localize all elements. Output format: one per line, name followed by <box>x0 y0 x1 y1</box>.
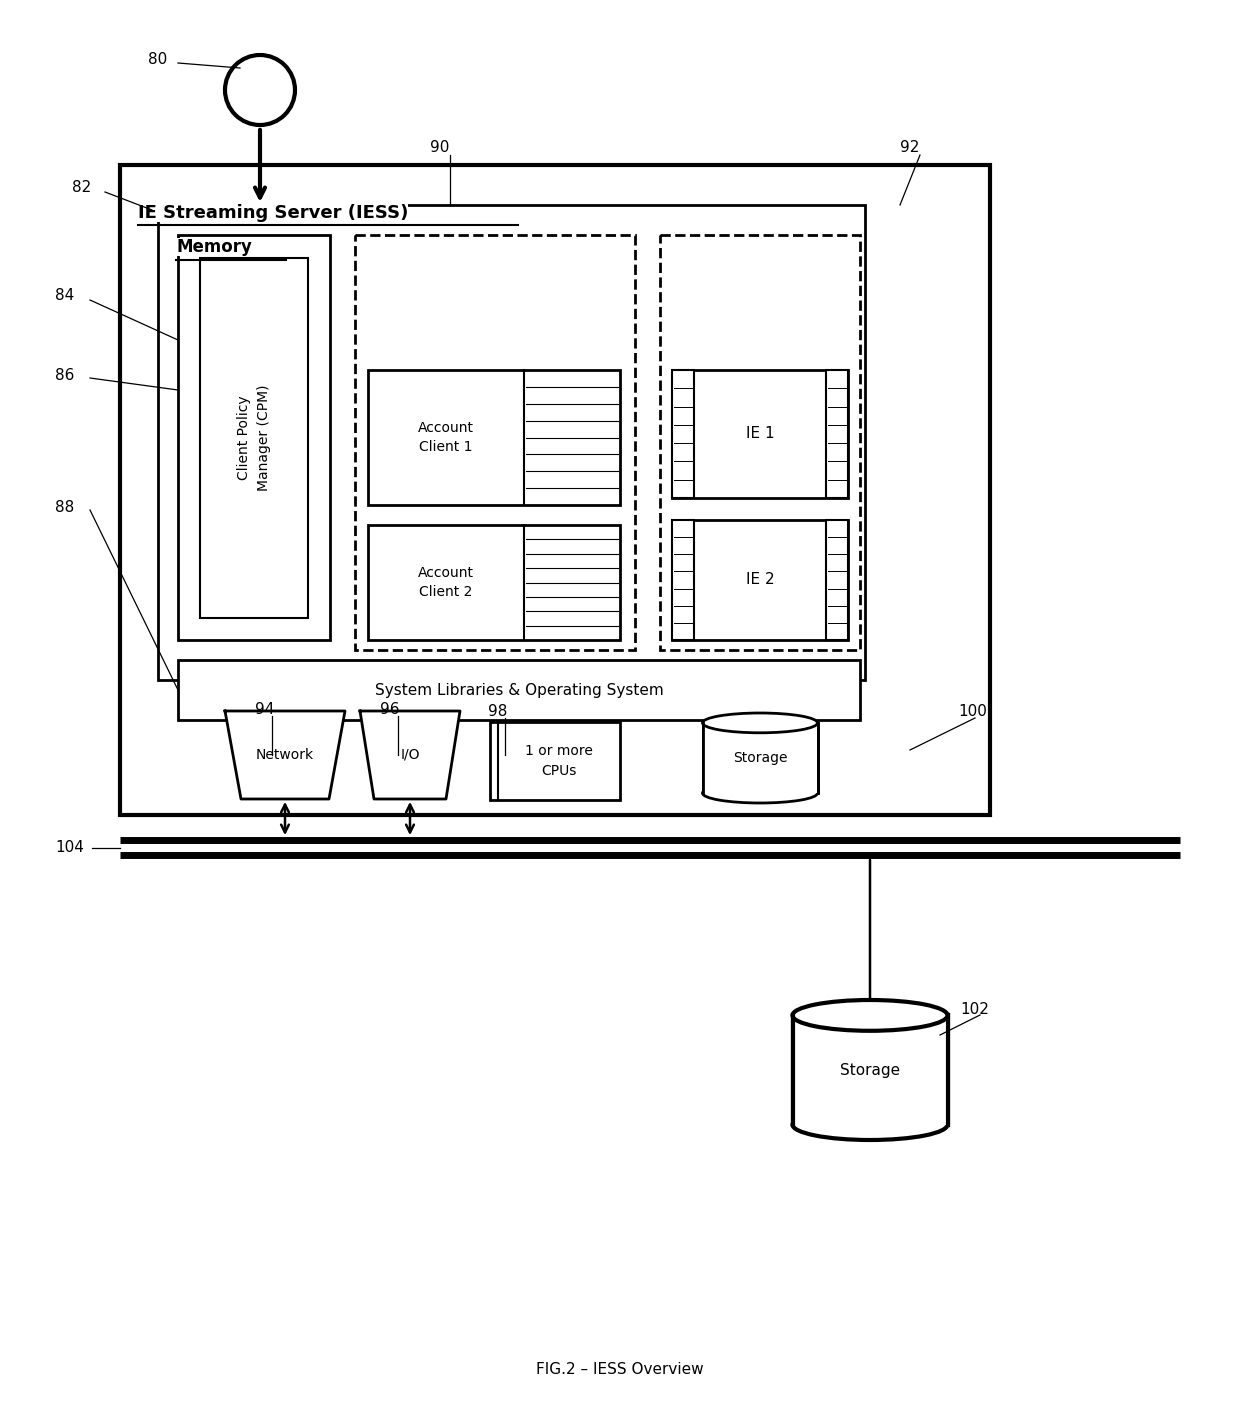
Ellipse shape <box>703 783 817 803</box>
Text: 98: 98 <box>489 704 507 719</box>
Bar <box>120 165 990 815</box>
Text: FIG.2 – IESS Overview: FIG.2 – IESS Overview <box>536 1362 704 1378</box>
Bar <box>703 722 816 793</box>
Text: 104: 104 <box>55 840 84 856</box>
Text: Account
Client 2: Account Client 2 <box>418 566 474 599</box>
Text: Client Policy
Manager (CPM): Client Policy Manager (CPM) <box>237 385 270 491</box>
Text: Storage: Storage <box>733 751 787 765</box>
Text: Account
Client 1: Account Client 1 <box>418 421 474 454</box>
Bar <box>703 722 817 793</box>
Bar <box>179 236 330 640</box>
Text: Network: Network <box>255 748 314 762</box>
Ellipse shape <box>703 712 817 732</box>
Text: System Libraries & Operating System: System Libraries & Operating System <box>374 683 663 698</box>
Bar <box>660 236 861 650</box>
Text: 86: 86 <box>55 368 74 383</box>
Bar <box>794 1016 946 1125</box>
Ellipse shape <box>792 1110 947 1139</box>
Bar <box>672 519 848 640</box>
Bar <box>826 370 848 498</box>
Text: 100: 100 <box>959 704 987 719</box>
Text: 84: 84 <box>55 288 74 302</box>
Text: 82: 82 <box>72 180 92 196</box>
Bar <box>826 519 848 640</box>
Text: Storage: Storage <box>839 1063 900 1077</box>
Bar <box>490 722 620 800</box>
Bar <box>368 525 620 640</box>
Bar <box>200 258 308 619</box>
Text: 96: 96 <box>379 702 399 718</box>
Text: IE 2: IE 2 <box>745 572 774 587</box>
Text: I/O: I/O <box>401 748 420 762</box>
Bar <box>368 370 620 505</box>
Polygon shape <box>224 711 345 799</box>
Text: IE 1: IE 1 <box>745 427 774 441</box>
Bar <box>355 236 635 650</box>
Text: IE Streaming Server (IESS): IE Streaming Server (IESS) <box>138 204 408 221</box>
Text: 90: 90 <box>430 140 449 156</box>
Bar <box>672 519 694 640</box>
Polygon shape <box>360 711 460 799</box>
Bar <box>179 660 861 719</box>
Ellipse shape <box>792 1000 947 1030</box>
Text: 94: 94 <box>255 702 274 718</box>
Text: 102: 102 <box>960 1002 988 1017</box>
Bar <box>157 204 866 680</box>
Text: 88: 88 <box>55 501 74 515</box>
Text: 80: 80 <box>148 53 167 68</box>
Bar <box>792 1016 947 1125</box>
Circle shape <box>224 55 295 125</box>
Bar <box>672 370 694 498</box>
Text: 92: 92 <box>900 140 919 156</box>
Bar <box>672 370 848 498</box>
Text: Memory: Memory <box>176 238 252 255</box>
Text: 1 or more
CPUs: 1 or more CPUs <box>525 744 593 778</box>
